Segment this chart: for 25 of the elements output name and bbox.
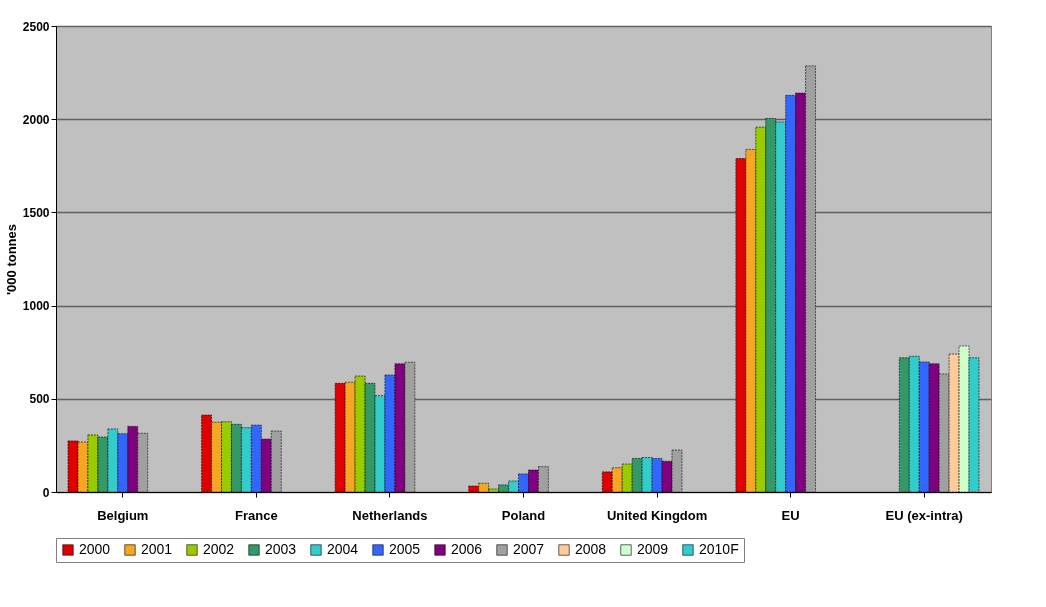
legend-label: 2003 bbox=[265, 541, 297, 557]
legend-label: 2010F bbox=[699, 541, 739, 557]
x-tick-label: Poland bbox=[501, 507, 546, 523]
x-tick-label: EU (ex-intra) bbox=[885, 507, 963, 523]
y-tick-label: 500 bbox=[29, 392, 50, 407]
y-tick-label: 0 bbox=[42, 485, 50, 500]
y-tick-label: 2500 bbox=[22, 19, 50, 34]
legend-label: 2005 bbox=[389, 541, 421, 557]
legend-label: 2009 bbox=[637, 541, 669, 557]
legend-label: 2006 bbox=[451, 541, 483, 557]
legend-label: 2004 bbox=[327, 541, 359, 557]
x-tick-label: France bbox=[235, 507, 278, 523]
x-tick-label: Belgium bbox=[97, 507, 149, 523]
legend-label: 2001 bbox=[141, 541, 173, 557]
x-tick-label: United Kingdom bbox=[606, 507, 708, 523]
x-tick-label: EU bbox=[781, 507, 800, 523]
legend-label: 2007 bbox=[513, 541, 545, 557]
y-tick-label: 1000 bbox=[22, 299, 50, 314]
x-tick-label: Netherlands bbox=[352, 507, 428, 523]
y-tick-label: 2000 bbox=[22, 112, 50, 127]
legend-label: 2008 bbox=[575, 541, 607, 557]
y-tick-label: 1500 bbox=[22, 205, 50, 220]
y-axis-title: '000 tonnes bbox=[3, 223, 19, 296]
legend-label: 2002 bbox=[203, 541, 235, 557]
legend-label: 2000 bbox=[79, 541, 111, 557]
